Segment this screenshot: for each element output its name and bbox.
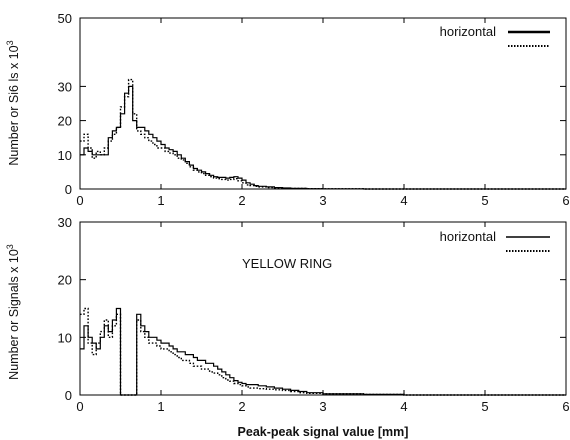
- top-ticks: 0 1 2 3 4 5 6 0 10 20 30 50: [58, 11, 570, 208]
- bottom-series: [80, 307, 566, 396]
- bottom-x-tick-label: 0: [76, 399, 83, 414]
- top-series-solid-line: [80, 85, 566, 190]
- bottom-y-tick-label: 20: [58, 273, 72, 288]
- x-axis-label: Peak-peak signal value [mm]: [238, 425, 409, 439]
- bottom-x-tick-label: 4: [400, 399, 407, 414]
- top-y-axis-label: Number or Si6 ls x 103: [5, 40, 21, 165]
- top-y-tick-label: 50: [58, 11, 72, 26]
- top-series-dotted-line: [80, 78, 566, 190]
- top-x-tick-label: 3: [319, 193, 326, 208]
- bottom-x-tick-label: 3: [319, 399, 326, 414]
- top-y-tick-label: 10: [58, 148, 72, 163]
- bottom-panel: 0 1 2 3 4 5 6 0 10 20 30 YELLOW RING horizontal Nu…: [5, 215, 570, 439]
- bottom-series-solid-line: [80, 307, 566, 396]
- bottom-y-tick-label: 10: [58, 330, 72, 345]
- top-y-tick-label: 20: [58, 114, 72, 129]
- top-x-tick-label: 2: [238, 193, 245, 208]
- top-x-tick-label: 4: [400, 193, 407, 208]
- top-panel: 0 1 2 3 4 5 6 0 10 20 30 50 horizontal Number or Si…: [5, 11, 570, 208]
- bottom-legend-label: horizontal: [440, 229, 496, 244]
- bottom-x-tick-label: 6: [562, 399, 569, 414]
- top-legend-label: horizontal: [440, 24, 496, 39]
- top-plot-frame: [79, 17, 567, 190]
- bottom-plot-frame: [79, 221, 567, 396]
- top-x-tick-label: 0: [76, 193, 83, 208]
- bottom-x-tick-label: 5: [481, 399, 488, 414]
- bottom-y-axis-label: Number or Signals x 103: [5, 244, 21, 380]
- top-y-tick-label: 0: [65, 182, 72, 197]
- bottom-ticks: 0 1 2 3 4 5 6 0 10 20 30: [58, 215, 570, 414]
- bottom-x-tick-label: 1: [157, 399, 164, 414]
- top-y-tick-label: 30: [58, 79, 72, 94]
- bottom-y-tick-label: 30: [58, 215, 72, 230]
- top-x-tick-label: 1: [157, 193, 164, 208]
- top-x-tick-label: 6: [562, 193, 569, 208]
- bottom-annotation: YELLOW RING: [242, 256, 332, 271]
- top-series: [80, 78, 566, 190]
- top-x-tick-label: 5: [481, 193, 488, 208]
- bottom-y-tick-label: 0: [65, 388, 72, 403]
- bottom-x-tick-label: 2: [238, 399, 245, 414]
- bottom-series-dotted-line: [80, 307, 566, 396]
